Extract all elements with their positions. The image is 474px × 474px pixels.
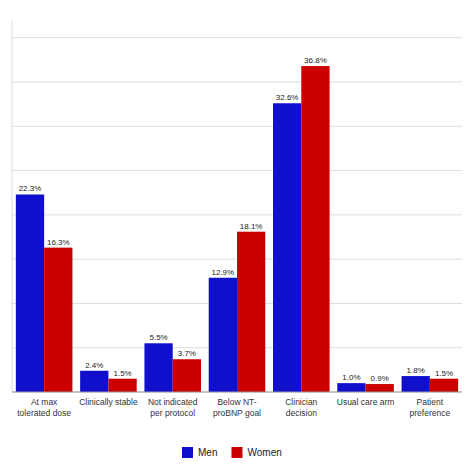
data-label: 18.1%	[240, 222, 263, 231]
x-tick-label: Cliniciandecision	[285, 397, 317, 418]
bars	[16, 66, 458, 392]
chart: 22.3% 2.4% 5.5% 12.9% 32.6% 1.0% 1.8% 16.3% 1.5%…	[0, 0, 474, 474]
bar	[430, 379, 458, 392]
data-label: 22.3%	[19, 184, 42, 193]
grid-line	[12, 392, 462, 393]
x-tick-labels: At maxtolerated dose Clinically stable Not…	[17, 397, 450, 418]
data-label: 12.9%	[212, 268, 235, 277]
data-label: 16.3%	[47, 238, 70, 247]
data-labels: 22.3% 2.4% 5.5% 12.9% 32.6% 1.0% 1.8% 16.3% 1.5%…	[19, 56, 453, 383]
data-label: 0.9%	[371, 374, 389, 383]
grid-line	[12, 214, 462, 215]
data-label: 5.5%	[149, 333, 167, 342]
bar	[108, 379, 136, 392]
grid	[12, 38, 462, 392]
grid-line	[12, 82, 462, 83]
x-tick-label: Below NT-proBNP goal	[213, 397, 261, 418]
data-label: 1.5%	[435, 369, 453, 378]
bar	[44, 248, 72, 392]
bar	[301, 66, 329, 392]
x-tick-label: Patientpreference	[410, 397, 451, 418]
data-label: 1.5%	[113, 369, 131, 378]
data-label: 2.4%	[85, 361, 103, 370]
x-tick-label: At maxtolerated dose	[17, 397, 71, 418]
legend-swatch	[182, 447, 193, 458]
data-label: 1.8%	[407, 366, 425, 375]
x-tick-label: Usual care arm	[337, 397, 395, 407]
bar	[402, 376, 430, 392]
range-line	[12, 20, 13, 392]
legend-label: Women	[248, 447, 282, 458]
bar	[144, 343, 172, 392]
grid-line	[12, 170, 462, 171]
x-axis-line	[12, 392, 462, 393]
x-tick-label: Not indicatedper protocol	[148, 397, 198, 418]
bar	[16, 194, 44, 392]
legend: Men Women	[182, 447, 282, 458]
data-label: 1.0%	[342, 373, 360, 382]
data-label: 3.7%	[178, 349, 196, 358]
data-label: 32.6%	[276, 93, 299, 102]
legend-swatch	[232, 447, 243, 458]
grid-line	[12, 126, 462, 127]
x-tick-label: Clinically stable	[79, 397, 138, 407]
bar	[366, 384, 394, 392]
bar	[337, 383, 365, 392]
bar	[273, 103, 301, 392]
bar	[173, 359, 201, 392]
legend-label: Men	[198, 447, 217, 458]
bar	[209, 278, 237, 392]
bar	[237, 232, 265, 392]
bar	[80, 371, 108, 392]
grid-line	[12, 37, 462, 38]
data-label: 36.8%	[304, 56, 327, 65]
